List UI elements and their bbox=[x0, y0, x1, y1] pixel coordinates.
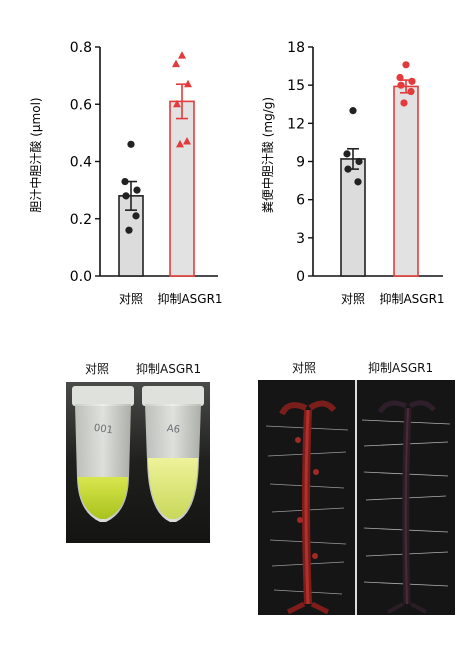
data-point bbox=[408, 77, 416, 85]
x-tick-label-control: 对照 bbox=[119, 292, 143, 306]
tube-mark-control: 001 bbox=[93, 423, 113, 437]
intestine-photo bbox=[258, 380, 455, 615]
data-point bbox=[122, 192, 130, 200]
x-tick-label-control: 对照 bbox=[341, 292, 365, 306]
y-tick-label: 0 bbox=[296, 269, 305, 285]
x-tick-label-asgr1: 抑制ASGR1 bbox=[379, 291, 444, 306]
data-point bbox=[355, 157, 363, 166]
bar bbox=[340, 158, 366, 277]
y-tick-label: 18 bbox=[287, 40, 305, 56]
y-tick-label: 0.8 bbox=[70, 40, 92, 56]
data-point bbox=[172, 59, 180, 68]
x-tick-label-asgr1: 抑制ASGR1 bbox=[157, 291, 222, 306]
y-tick-label: 12 bbox=[287, 116, 305, 132]
chart-bile-bile-acid: 胆汁中胆汁酸 (μmol) 0.0 0.2 0.4 0.6 0.8 对照 抑制ASGR1 bbox=[28, 40, 223, 306]
tube-photo-label-control: 对照 bbox=[85, 362, 110, 376]
tube-mark-asgr1: A6 bbox=[166, 423, 181, 436]
y-tick-label: 3 bbox=[296, 231, 305, 247]
data-point bbox=[354, 178, 362, 186]
data-point bbox=[344, 165, 352, 173]
y-tick-label: 15 bbox=[287, 78, 305, 94]
bar bbox=[393, 85, 419, 277]
data-point bbox=[125, 226, 133, 234]
data-point bbox=[343, 150, 351, 158]
data-point bbox=[396, 73, 404, 82]
y-axis-label: 胆汁中胆汁酸 (μmol) bbox=[28, 97, 43, 212]
data-point bbox=[349, 107, 357, 115]
data-point bbox=[397, 81, 405, 89]
data-point bbox=[184, 79, 192, 88]
intestine-asgr1 bbox=[361, 400, 451, 614]
data-point bbox=[178, 51, 186, 59]
tube-photo-label-asgr1: 抑制ASGR1 bbox=[136, 362, 202, 376]
data-point bbox=[176, 139, 184, 148]
intestine-control bbox=[265, 400, 349, 615]
y-tick-label: 0.4 bbox=[70, 155, 92, 171]
data-point bbox=[407, 87, 415, 96]
data-point bbox=[121, 177, 129, 186]
y-axis-label: 粪便中胆汁酸 (mg/g) bbox=[260, 97, 275, 213]
data-point bbox=[402, 61, 410, 69]
y-tick-label: 9 bbox=[296, 155, 305, 171]
data-point bbox=[133, 186, 141, 194]
y-tick-label: 0.0 bbox=[70, 269, 92, 285]
data-point bbox=[127, 140, 135, 148]
tube-asgr1: A6 bbox=[142, 386, 204, 522]
intestine-photo-label-asgr1: 抑制ASGR1 bbox=[368, 361, 434, 375]
data-point bbox=[183, 136, 191, 145]
chart-fecal-bile-acid: 粪便中胆汁酸 (mg/g) 0 3 6 9 12 15 18 对照 抑制ASGR1 bbox=[260, 40, 445, 306]
bar bbox=[169, 100, 195, 277]
data-point bbox=[400, 99, 408, 107]
y-tick-label: 6 bbox=[296, 193, 305, 209]
tube-control: 001 bbox=[72, 386, 134, 522]
y-tick-label: 0.6 bbox=[70, 97, 92, 113]
intestine-photo-label-control: 对照 bbox=[292, 361, 317, 375]
data-point bbox=[132, 212, 140, 220]
y-tick-label: 0.2 bbox=[70, 212, 92, 228]
tube-photo: 001 A6 bbox=[66, 382, 210, 543]
data-point bbox=[173, 99, 181, 108]
